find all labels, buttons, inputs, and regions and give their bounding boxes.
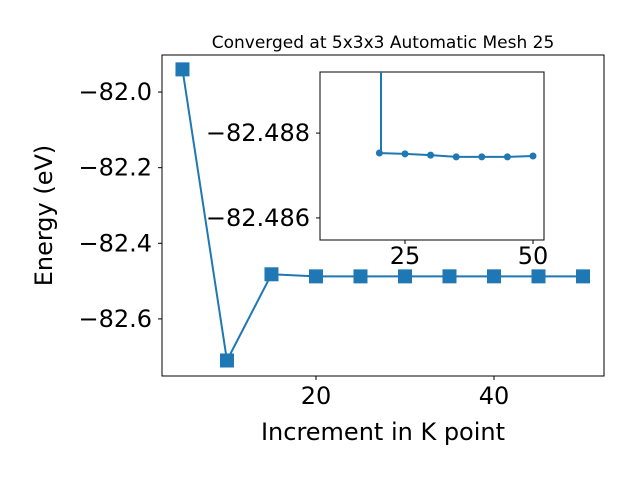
x-tick-label: 40: [479, 382, 510, 410]
y-tick-label: −82.488: [206, 119, 310, 147]
marker: [397, 269, 412, 284]
marker: [427, 151, 435, 159]
y-tick-label: −82.2: [78, 154, 152, 182]
marker: [353, 269, 368, 284]
marker: [478, 153, 486, 161]
y-tick-label: −82.0: [78, 78, 152, 106]
plot-content: [175, 62, 590, 368]
marker: [264, 267, 279, 282]
y-tick-label: −82.486: [206, 204, 310, 232]
marker: [452, 153, 460, 161]
y-tick-label: −82.6: [78, 305, 152, 333]
plot-content: [375, 72, 537, 161]
x-tick-label: 25: [390, 242, 421, 270]
marker: [575, 269, 590, 284]
chart-title: Converged at 5x3x3 Automatic Mesh 25: [212, 33, 555, 53]
x-tick-label: 50: [518, 242, 549, 270]
inset: 25 50 −82.488 −82.486: [206, 71, 549, 270]
x-tick-label: 20: [301, 382, 332, 410]
y-tick-label: −82.4: [78, 229, 152, 257]
marker: [486, 269, 501, 284]
series-line: [181, 69, 583, 364]
marker: [219, 353, 234, 368]
x-axis-label: Increment in K point: [261, 418, 505, 446]
y-axis-label: Energy (eV): [30, 145, 58, 287]
marker: [529, 152, 537, 160]
marker: [442, 269, 457, 284]
marker: [503, 153, 511, 161]
marker: [531, 269, 546, 284]
marker: [308, 269, 323, 284]
marker: [375, 149, 383, 157]
marker: [175, 62, 190, 77]
marker: [401, 150, 409, 158]
